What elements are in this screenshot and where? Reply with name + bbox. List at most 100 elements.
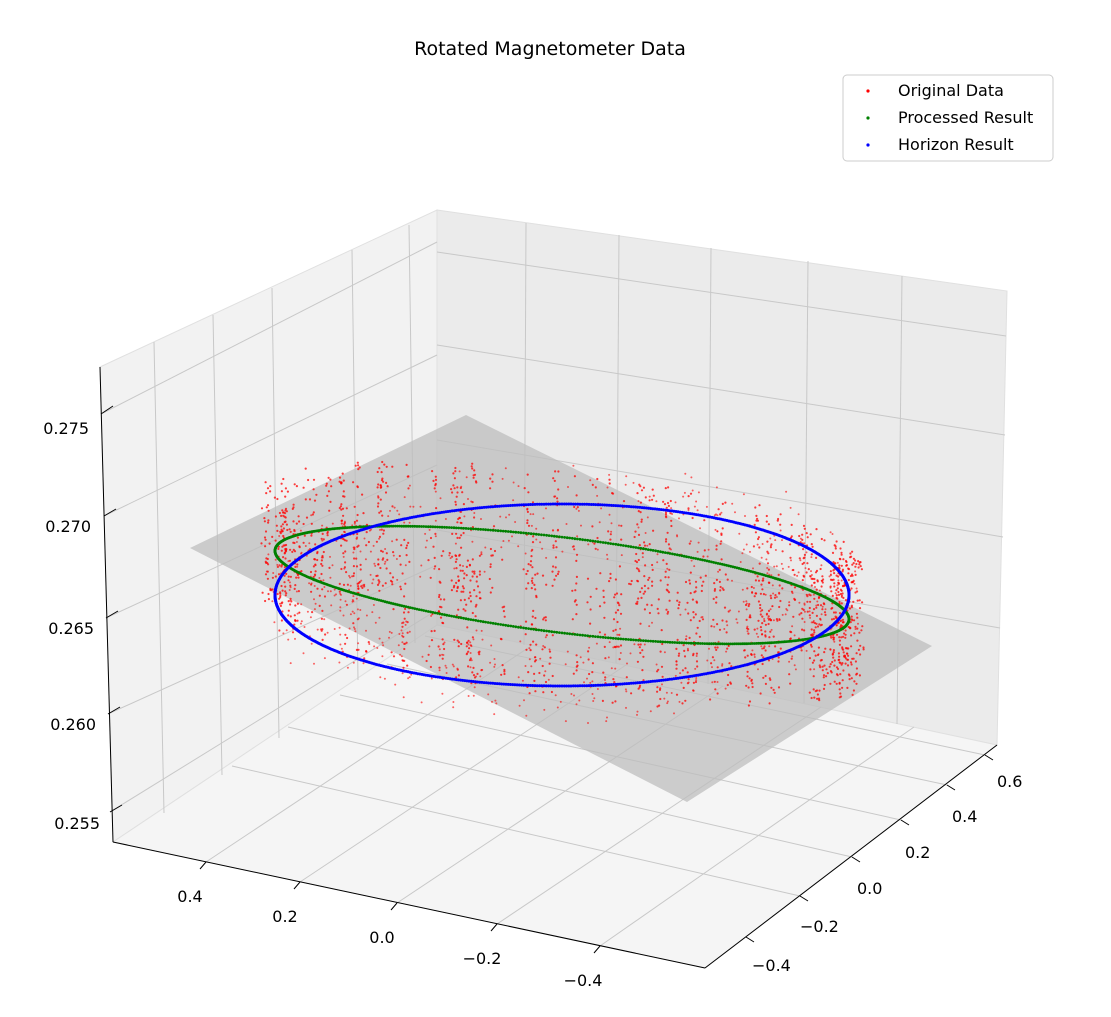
processed-result-point bbox=[641, 639, 645, 642]
original-data-point bbox=[557, 528, 559, 531]
original-data-point bbox=[427, 653, 430, 656]
original-data-point bbox=[775, 565, 778, 568]
original-data-point bbox=[346, 666, 349, 669]
original-data-point bbox=[354, 630, 357, 633]
original-data-point bbox=[460, 590, 463, 593]
original-data-point bbox=[774, 539, 777, 542]
processed-result-point bbox=[457, 526, 461, 530]
original-data-point bbox=[303, 626, 306, 628]
original-data-point bbox=[798, 613, 801, 616]
original-data-point bbox=[589, 622, 592, 625]
original-data-point bbox=[275, 524, 278, 527]
original-data-point bbox=[659, 650, 662, 653]
original-data-point bbox=[433, 567, 436, 570]
original-data-point bbox=[280, 584, 283, 588]
original-data-point bbox=[352, 622, 355, 625]
original-data-point bbox=[312, 511, 315, 514]
original-data-point bbox=[818, 623, 821, 626]
original-data-point bbox=[688, 636, 691, 640]
original-data-point bbox=[545, 507, 547, 510]
original-data-point bbox=[453, 487, 456, 490]
original-data-point bbox=[651, 568, 654, 572]
original-data-point bbox=[716, 692, 719, 695]
original-data-point bbox=[717, 570, 720, 573]
original-data-point bbox=[475, 629, 478, 632]
original-data-point bbox=[575, 703, 578, 706]
original-data-point bbox=[462, 587, 465, 590]
original-data-point bbox=[696, 550, 699, 553]
original-data-point bbox=[356, 582, 359, 585]
processed-result-point bbox=[675, 553, 679, 557]
original-data-point bbox=[859, 644, 862, 647]
original-data-point bbox=[764, 674, 767, 678]
original-data-point bbox=[735, 618, 738, 621]
original-data-point bbox=[328, 509, 331, 512]
original-data-point bbox=[823, 611, 827, 614]
original-data-point bbox=[382, 644, 385, 647]
original-data-point bbox=[861, 625, 864, 628]
original-data-point bbox=[267, 519, 270, 522]
original-data-point bbox=[650, 604, 653, 607]
original-data-point bbox=[664, 513, 668, 516]
original-data-point bbox=[837, 621, 841, 624]
processed-result-point bbox=[476, 619, 480, 623]
original-data-point bbox=[401, 572, 404, 575]
original-data-point bbox=[757, 668, 759, 671]
original-data-point bbox=[609, 577, 612, 580]
original-data-point bbox=[721, 619, 724, 622]
original-data-point bbox=[832, 651, 835, 654]
original-data-point bbox=[542, 645, 545, 647]
original-data-point bbox=[532, 535, 535, 538]
original-data-point bbox=[808, 691, 811, 694]
original-data-point bbox=[688, 542, 691, 545]
original-data-point bbox=[271, 576, 274, 579]
original-data-point bbox=[742, 493, 745, 496]
processed-result-point bbox=[701, 642, 704, 645]
horizon-result-point bbox=[605, 503, 609, 507]
original-data-point bbox=[726, 624, 729, 627]
original-data-point bbox=[304, 498, 307, 501]
original-data-point bbox=[430, 630, 433, 633]
original-data-point bbox=[829, 574, 832, 577]
original-data-point bbox=[761, 615, 764, 618]
processed-result-point bbox=[411, 524, 414, 528]
original-data-point bbox=[456, 486, 459, 489]
processed-result-point bbox=[705, 559, 709, 563]
original-data-point bbox=[793, 664, 796, 667]
original-data-point bbox=[425, 539, 428, 542]
original-data-point bbox=[820, 537, 823, 541]
original-data-point bbox=[647, 578, 650, 582]
original-data-point bbox=[289, 584, 292, 587]
processed-result-point bbox=[570, 632, 574, 636]
horizon-result-point bbox=[489, 505, 493, 509]
original-data-point bbox=[762, 647, 765, 650]
original-data-point bbox=[766, 572, 769, 575]
x-tick-label: −0.4 bbox=[564, 971, 603, 990]
horizon-result-point bbox=[587, 502, 591, 506]
original-data-point bbox=[403, 521, 406, 524]
original-data-point bbox=[634, 530, 637, 533]
original-data-point bbox=[443, 647, 446, 651]
original-data-point bbox=[790, 559, 792, 562]
original-data-point bbox=[434, 535, 437, 538]
processed-result-point bbox=[409, 524, 412, 528]
original-data-point bbox=[689, 540, 692, 543]
original-data-point bbox=[302, 652, 305, 655]
original-data-point bbox=[283, 552, 286, 555]
original-data-point bbox=[352, 551, 355, 554]
processed-result-point bbox=[682, 554, 686, 558]
processed-result-point bbox=[519, 531, 523, 535]
processed-result-point bbox=[550, 630, 554, 634]
original-data-point bbox=[533, 672, 536, 676]
processed-result-point bbox=[727, 564, 730, 568]
horizon-result-point bbox=[596, 683, 600, 687]
original-data-point bbox=[767, 659, 771, 662]
original-data-point bbox=[491, 554, 494, 557]
processed-result-point bbox=[718, 642, 722, 646]
original-data-point bbox=[430, 639, 434, 642]
original-data-point bbox=[612, 618, 616, 621]
processed-result-point bbox=[678, 553, 681, 557]
original-data-point bbox=[812, 688, 815, 691]
original-data-point bbox=[296, 619, 299, 622]
original-data-point bbox=[280, 549, 283, 552]
